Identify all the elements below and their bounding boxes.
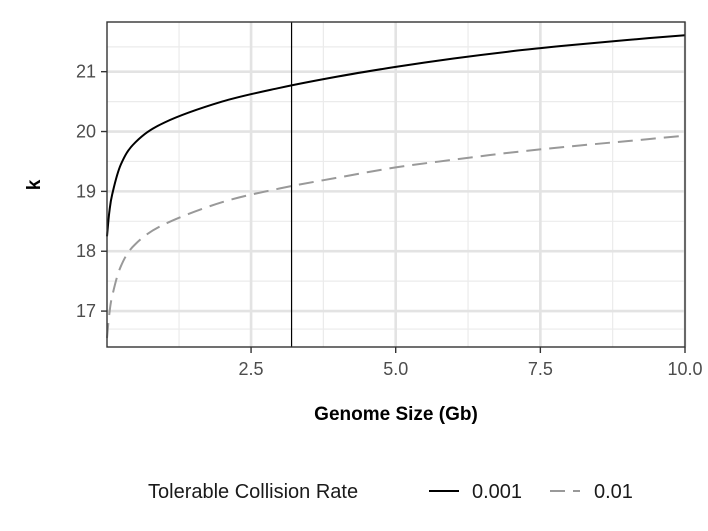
series-layer: [106, 34, 686, 339]
y-axis-ticks: 17 18 19 20 21: [76, 62, 107, 321]
y-tick-label: 20: [76, 122, 96, 142]
legend-label-0.001: 0.001: [472, 481, 522, 503]
y-tick-label: 21: [76, 62, 96, 82]
series-line-0.01: [106, 134, 686, 339]
y-axis-title: k: [24, 179, 45, 190]
legend: Tolerable Collision Rate 0.001 0.01: [148, 481, 633, 503]
legend-label-0.01: 0.01: [594, 481, 633, 503]
y-tick-label: 17: [76, 301, 96, 321]
y-tick-label: 18: [76, 241, 96, 261]
x-tick-label: 10.0: [667, 359, 702, 379]
x-tick-label: 7.5: [528, 359, 553, 379]
x-tick-label: 2.5: [239, 359, 264, 379]
grid: [107, 22, 687, 347]
x-axis-ticks: 2.5 5.0 7.5 10.0: [239, 347, 703, 379]
x-tick-label: 5.0: [383, 359, 408, 379]
x-axis-title: Genome Size (Gb): [314, 404, 478, 425]
series-line-0.001: [106, 34, 686, 237]
legend-title: Tolerable Collision Rate: [148, 481, 358, 503]
y-tick-label: 19: [76, 181, 96, 201]
